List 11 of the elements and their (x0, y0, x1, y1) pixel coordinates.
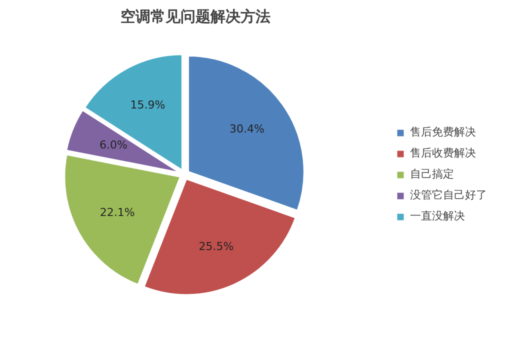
data-label: 22.1% (100, 206, 135, 220)
data-label: 15.9% (130, 98, 166, 112)
legend-label: 一直没解决 (410, 208, 465, 224)
legend-label: 售后收费解决 (410, 146, 476, 160)
data-label: 30.4% (229, 122, 264, 136)
legend-label: 没管它自己好了 (410, 188, 487, 202)
legend-label: 自己搞定 (410, 166, 454, 182)
chart-title: 空调常见问题解决方法 (120, 8, 270, 26)
data-label: 6.0% (99, 138, 128, 152)
legend-label: 售后免费解决 (410, 124, 476, 140)
data-label: 25.5% (198, 240, 234, 254)
